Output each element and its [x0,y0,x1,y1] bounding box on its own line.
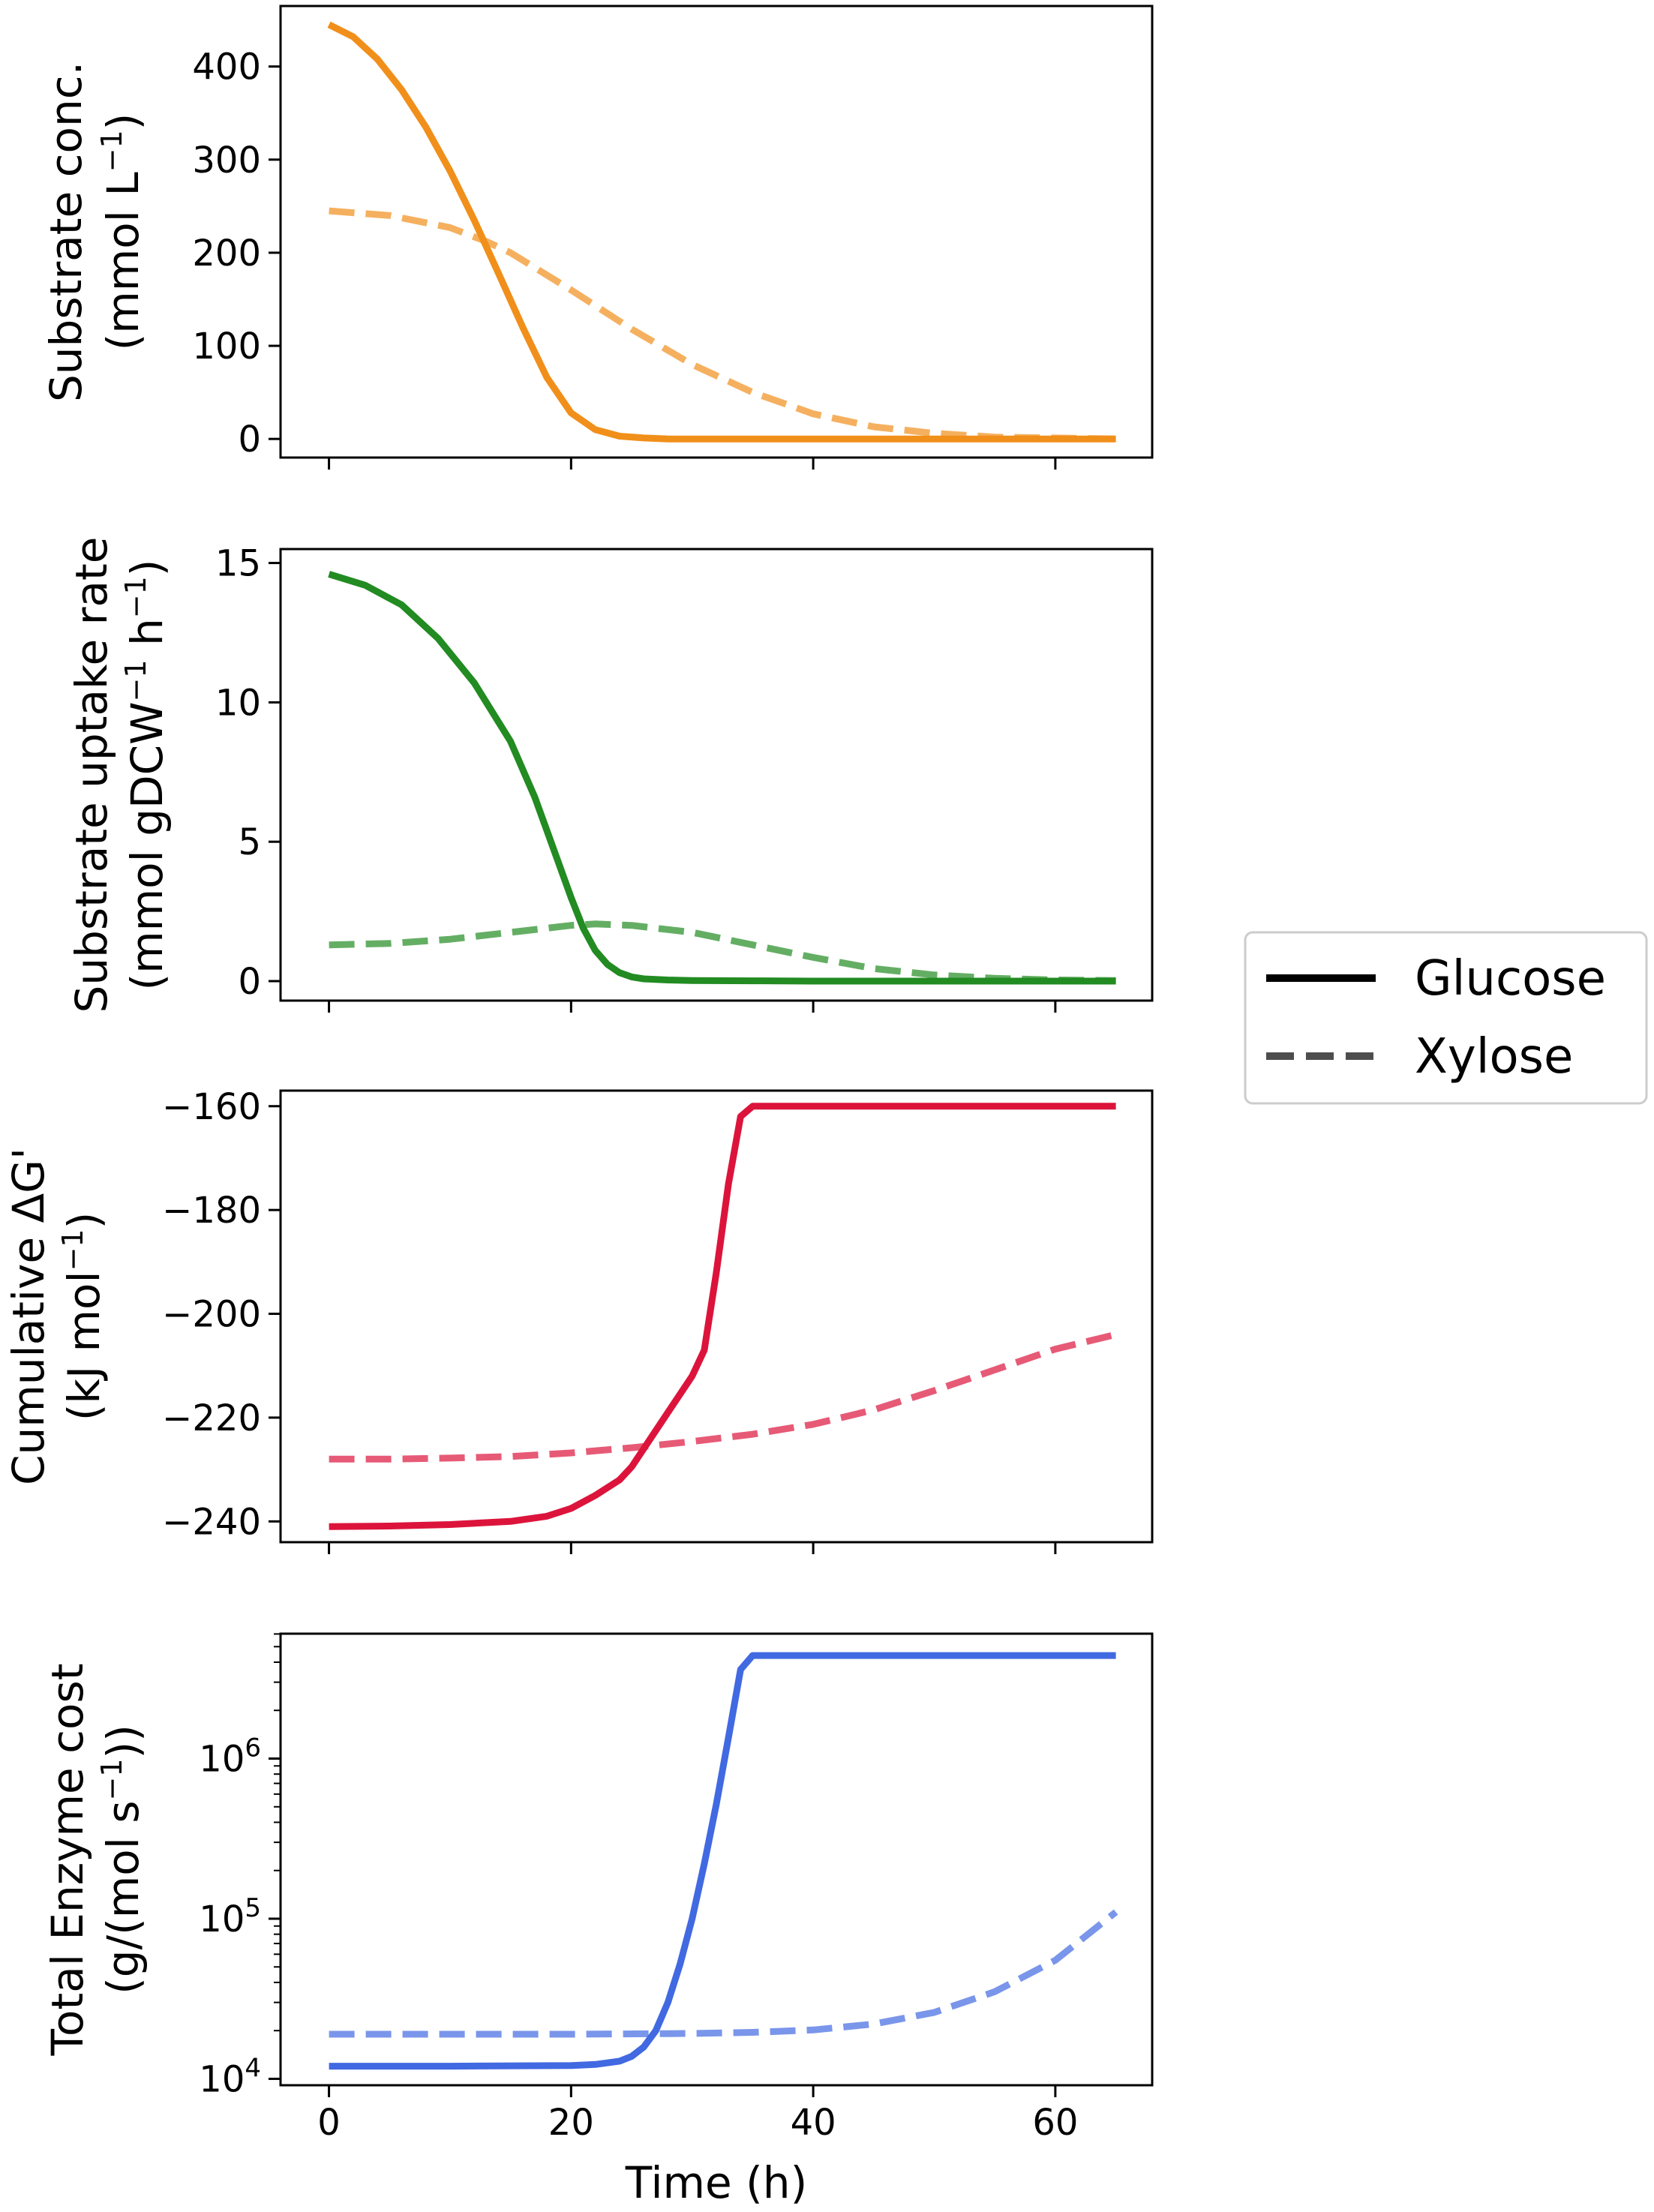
panel-1-frame [281,6,1152,458]
panel-2-ylabel-end: ) [122,560,173,577]
y-tick-label: −200 [162,1294,261,1336]
panel-2-ylabel-mid: h [122,618,173,659]
legend-label-xylose: Xylose [1415,1029,1573,1085]
legend-label-glucose: Glucose [1415,951,1606,1007]
y-tick-label: 0 [238,961,261,1003]
series-line-xylose [329,1912,1116,2034]
panel-cumulative-dg: −160 −180 −200 −220 −240 Cumulative ΔG' (kJ … [3,1086,1152,1554]
y-tick-label: −180 [162,1190,261,1232]
panel-2-ylabel-2: (mmol gDCW−1 h−1) [119,560,173,991]
panel-3-lines [329,1106,1116,1526]
panel-1-ylabel-end: ) [98,113,149,131]
panel-1-ylabel-line2: (mmol L [98,172,149,350]
series-line-xylose [329,1334,1116,1459]
y-tick-label: 105 [199,1893,261,1940]
panel-4-ylabel: Total Enzyme cost [42,1663,93,2056]
series-line-xylose [329,211,1116,439]
panel-3-ylabel-sup: −1 [56,1229,89,1271]
legend: Glucose Xylose [1245,932,1646,1103]
panel-1-ylabel-sup: −1 [95,130,128,172]
series-line-xylose [329,924,1116,980]
panel-1-ylabel-line1: Substrate conc. [41,62,92,402]
x-tick-label: 20 [548,2102,594,2144]
panel-1-ylabel: Substrate conc. [41,62,92,402]
panel-total-enzyme-cost: 0 20 40 60 104 105 106 Total Enzyme cost (g/(m… [42,1634,1152,2144]
panel-1-ylabel-2: (mmol L−1) [95,113,149,351]
panel-4-lines [329,1655,1116,2066]
y-tick-label: −160 [162,1086,261,1128]
y-tick-label: 104 [199,2053,261,2100]
panel-substrate-concentration: 0 100 200 300 400 Substrate conc. (mmol L−1) [41,6,1152,470]
y-tick-label: 5 [238,821,261,863]
y-tick-label: 0 [238,419,261,461]
panel-3-ylabel-2: (kJ mol−1) [56,1212,110,1421]
panel-2-ylabel: Substrate uptake rate [66,537,117,1013]
panel-4-frame [281,1634,1152,2085]
figure: 0100200300400 Substrate conc. (mmol L−1)… [0,0,1654,2212]
panel-3-ylabel: Cumulative ΔG' [3,1148,54,1485]
series-line-glucose [329,574,1116,981]
panel-3-ylabel-line1: Cumulative ΔG' [3,1148,54,1485]
y-tick-label: −220 [162,1397,261,1439]
panel-4-ylabel-sup: −1 [95,1758,128,1800]
panel-3-ylabel-end: ) [59,1212,110,1229]
panel-2-ylabel-line2: (mmol gDCW [122,701,173,990]
y-tick-label: 106 [199,1733,261,1781]
panel-4-ylabel-line1: Total Enzyme cost [42,1663,93,2056]
y-tick-label: 200 [192,233,261,275]
panel-3-ylabel-line2: (kJ mol [59,1271,110,1421]
series-line-glucose [329,25,1116,439]
y-tick-label: 10 [215,682,261,724]
panel-4-ylabel-2: (g/(mol s−1)) [95,1724,149,1994]
y-tick-label: 100 [192,326,261,368]
series-line-glucose [329,1106,1116,1526]
y-tick-label: −240 [162,1501,261,1543]
panel-2-ylabel-sup: −1 [119,659,152,701]
y-tick-label: 15 [215,543,261,585]
x-tick-label: 0 [317,2102,341,2144]
panel-2-ylabel-line1: Substrate uptake rate [66,537,117,1013]
x-tick-label: 40 [791,2102,836,2144]
panel-3-frame [281,1091,1152,1542]
x-tick-label: 60 [1032,2102,1078,2144]
x-axis-label: Time (h) [625,2157,807,2208]
panel-1-lines [329,25,1116,439]
panel-4-ylabel-end: )) [98,1724,149,1758]
panel-2-lines [329,574,1116,981]
panel-1-ticks: 0 100 200 300 400 [192,47,1055,470]
panel-2-ylabel-sup2: −1 [119,576,152,618]
y-tick-label: 300 [192,140,261,182]
y-tick-label: 400 [192,47,261,89]
panel-4-ylabel-line2: (g/(mol s [98,1800,149,1994]
series-line-glucose [329,1655,1116,2066]
